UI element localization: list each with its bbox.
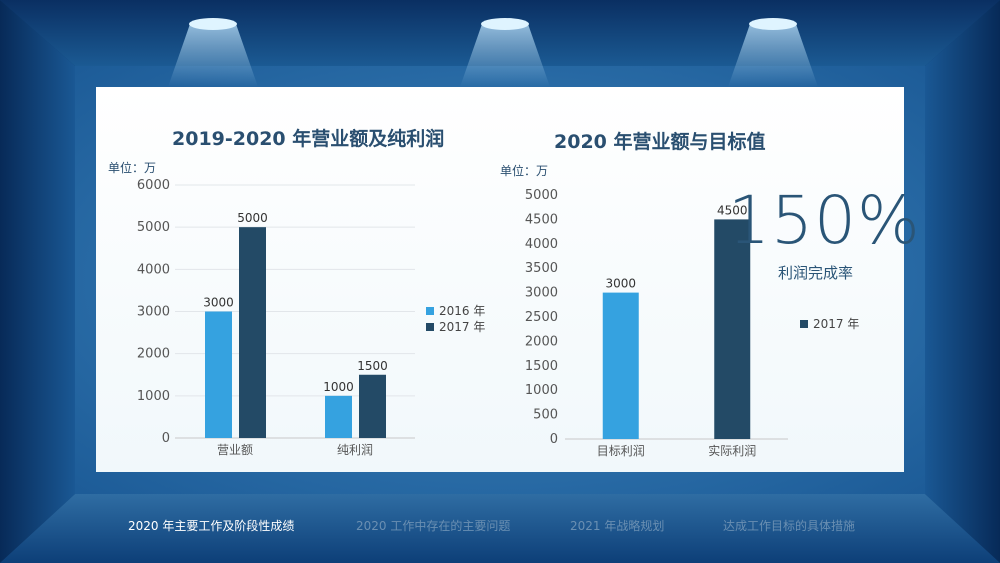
chart1-unit: 单位：万 bbox=[108, 161, 157, 175]
x-tick-label: 营业额 bbox=[217, 443, 253, 457]
y-tick-label: 0 bbox=[162, 431, 170, 446]
profit-rate-label: 利润完成率 bbox=[778, 264, 854, 282]
chart2-unit: 单位：万 bbox=[500, 164, 549, 178]
y-tick-label: 3500 bbox=[525, 261, 558, 276]
x-tick-label: 目标利润 bbox=[597, 444, 645, 458]
nav-item-problems[interactable]: 2020 工作中存在的主要问题 bbox=[356, 519, 511, 533]
chart1-title: 2019-2020 年营业额及纯利润 bbox=[172, 128, 445, 150]
x-tick-label: 实际利润 bbox=[708, 443, 756, 458]
data-label: 1500 bbox=[357, 359, 388, 373]
bar bbox=[602, 292, 639, 439]
y-tick-label: 1000 bbox=[525, 383, 558, 398]
y-tick-label: 5000 bbox=[137, 220, 170, 235]
data-label: 3000 bbox=[605, 277, 636, 291]
bar bbox=[325, 395, 352, 438]
y-tick-label: 0 bbox=[550, 432, 558, 447]
legend-item: 2017 年 bbox=[426, 318, 485, 335]
legend-label: 2016 年 bbox=[439, 304, 486, 318]
nav-item-measures[interactable]: 达成工作目标的具体措施 bbox=[723, 519, 856, 533]
data-label: 4500 bbox=[717, 203, 748, 217]
spotlight-right bbox=[728, 18, 818, 87]
bar bbox=[714, 219, 751, 439]
nav-item-achievements[interactable]: 2020 年主要工作及阶段性成绩 bbox=[128, 519, 295, 533]
spotlight-left bbox=[168, 18, 258, 87]
profit-rate-value: 150% bbox=[728, 182, 921, 259]
bar bbox=[205, 311, 232, 438]
y-tick-label: 2000 bbox=[525, 334, 558, 349]
y-tick-label: 1500 bbox=[525, 359, 558, 374]
y-tick-label: 4000 bbox=[525, 237, 558, 252]
legend-swatch bbox=[800, 319, 808, 328]
y-tick-label: 5000 bbox=[525, 188, 558, 203]
bar bbox=[359, 374, 386, 438]
legend-item: 2016 年 bbox=[426, 302, 485, 319]
y-tick-label: 3000 bbox=[137, 305, 170, 320]
legend-label: 2017 年 bbox=[439, 320, 486, 334]
y-tick-label: 1000 bbox=[137, 389, 170, 404]
data-label: 3000 bbox=[203, 296, 234, 310]
spotlight-center bbox=[460, 18, 550, 87]
data-label: 5000 bbox=[237, 211, 268, 225]
nav-item-strategy[interactable]: 2021 年战略规划 bbox=[570, 519, 665, 533]
legend-item: 2017 年 bbox=[800, 315, 859, 332]
bar bbox=[239, 227, 266, 438]
y-tick-label: 6000 bbox=[137, 178, 170, 193]
y-tick-label: 500 bbox=[533, 408, 558, 423]
legend-label: 2017 年 bbox=[813, 317, 860, 331]
x-tick-label: 纯利润 bbox=[337, 443, 373, 457]
chart2-title: 2020 年营业额与目标值 bbox=[554, 131, 766, 153]
data-label: 1000 bbox=[323, 380, 354, 394]
y-tick-label: 4000 bbox=[137, 262, 170, 277]
y-tick-label: 3000 bbox=[525, 286, 558, 301]
legend-swatch bbox=[426, 322, 434, 331]
y-tick-label: 2500 bbox=[525, 310, 558, 325]
y-tick-label: 2000 bbox=[137, 347, 170, 362]
legend-swatch bbox=[426, 306, 434, 315]
y-tick-label: 4500 bbox=[525, 212, 558, 227]
